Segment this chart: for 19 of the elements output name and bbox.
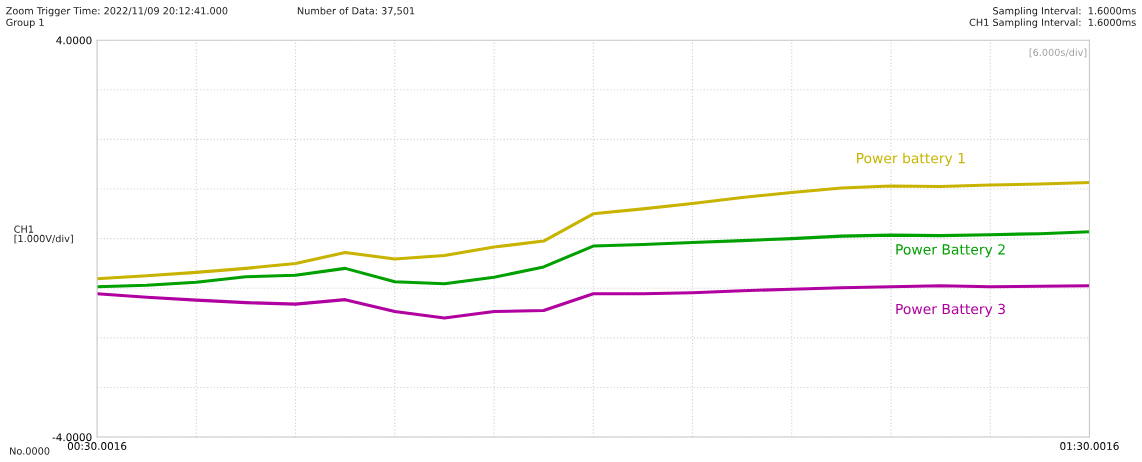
y-tick-label: -4.0000	[52, 433, 92, 442]
x-tick-label: 00:30.0016	[67, 442, 127, 450]
line-series	[97, 181, 1090, 281]
y-tick-label: 4.0000	[56, 36, 92, 45]
text: [1.000V/div]	[14, 234, 73, 244]
line-series	[97, 230, 1090, 289]
text: Zoom Trigger Time: 2022/11/09 20:12:41.000	[6, 6, 228, 17]
line-series	[97, 284, 1090, 320]
text: Group 1	[6, 18, 44, 28]
text: Number of Data: 37,501	[297, 6, 415, 16]
series-label: Power Battery 3	[896, 303, 1005, 317]
x-tick-label: 01:30.0016	[1060, 442, 1119, 450]
text: No.0000	[10, 447, 50, 455]
text: Sampling Interval: 1.6000ms	[993, 6, 1136, 17]
annotation: [6.000s/div]	[1029, 48, 1087, 58]
text: CH1 Sampling Interval: 1.6000ms	[969, 18, 1136, 28]
series-label: Power battery 1	[857, 152, 965, 167]
text: CH1	[14, 225, 34, 233]
series-label: Power Battery 2	[896, 244, 1005, 258]
